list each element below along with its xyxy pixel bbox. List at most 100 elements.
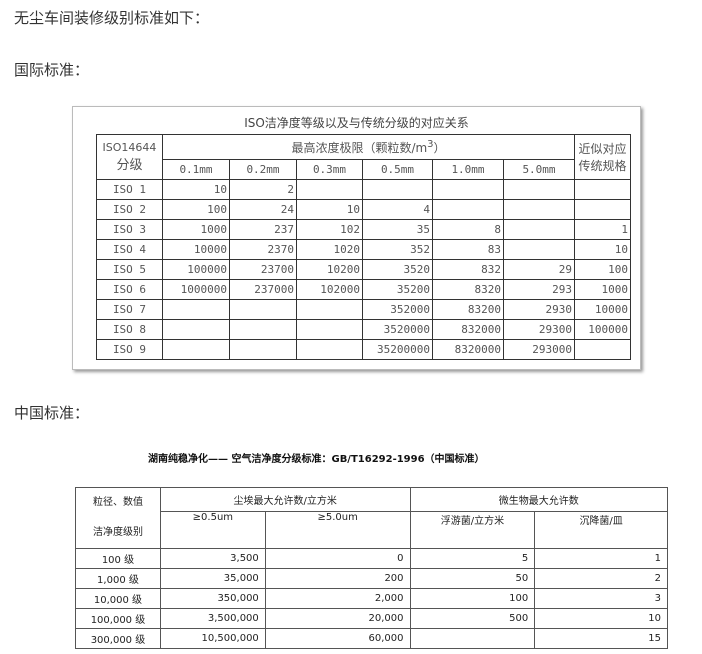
- table-cell: [574, 199, 631, 220]
- table-row: ISO 5 100000 23700 10200 3520 832 29 100: [96, 259, 631, 280]
- table-cell: 8320: [432, 279, 504, 300]
- header-size: 0.3mm: [296, 159, 363, 180]
- row-label: ISO 8: [96, 319, 163, 340]
- table-cell: 2: [534, 568, 668, 589]
- table-cell: [503, 179, 575, 200]
- table-cell: 10000: [574, 299, 631, 320]
- table-cell: 10: [296, 199, 363, 220]
- header-size: 5.0mm: [503, 159, 575, 180]
- table-cell: 500: [409, 608, 536, 629]
- table-row: 300,000 级 10,500,000 60,000 15: [75, 628, 668, 649]
- header-size: 1.0mm: [432, 159, 504, 180]
- intl-heading: 国际标准：: [14, 61, 90, 79]
- table-cell: 2930: [503, 299, 575, 320]
- table-cell: [296, 339, 363, 360]
- table-cell: 10: [574, 239, 631, 260]
- row-label: 100,000 级: [75, 608, 161, 629]
- table-cell: 20,000: [264, 608, 411, 629]
- table-cell: [574, 339, 631, 360]
- table-cell: 1: [574, 219, 631, 240]
- header-sub: 浮游菌/立方米: [409, 510, 536, 550]
- gb-table-title: 湖南纯稳净化—— 空气洁净度分级标准：GB/T16292-1996（中国标准）: [148, 454, 485, 465]
- table-cell: [162, 319, 230, 340]
- table-cell: 293: [503, 279, 575, 300]
- table-cell: 5: [409, 548, 536, 569]
- table-cell: [503, 199, 575, 220]
- table-cell: 832: [432, 259, 504, 280]
- table-row: ISO 7 352000 83200 2930 10000: [96, 299, 631, 320]
- header-iso-class: ISO14644 分级: [96, 134, 163, 180]
- table-cell: 83200: [432, 299, 504, 320]
- row-label: 10,000 级: [75, 588, 161, 609]
- header-corner: 粒径、数值 洁净度级别: [75, 487, 161, 549]
- table-cell: 10200: [296, 259, 363, 280]
- row-label: ISO 4: [96, 239, 163, 260]
- table-cell: 1000: [162, 219, 230, 240]
- table-cell: 4: [362, 199, 433, 220]
- row-label: 300,000 级: [75, 628, 161, 649]
- header-traditional: 近似对应 传统规格: [574, 134, 631, 180]
- table-cell: 350,000: [159, 588, 266, 609]
- table-row: 100,000 级 3,500,000 20,000 500 10: [75, 608, 668, 629]
- table-cell: 10,500,000: [159, 628, 266, 649]
- table-row: 10,000 级 350,000 2,000 100 3: [75, 588, 668, 609]
- table-cell: [229, 339, 297, 360]
- row-label: ISO 6: [96, 279, 163, 300]
- table-cell: [503, 239, 575, 260]
- table-row: ISO 6 1000000 237000 102000 35200 8320 293 1000: [96, 279, 631, 300]
- table-cell: 1000: [574, 279, 631, 300]
- table-cell: 24: [229, 199, 297, 220]
- header-concentration: 最高浓度极限（颗粒数/m3）: [162, 134, 575, 160]
- table-cell: 102: [296, 219, 363, 240]
- table-cell: [432, 179, 504, 200]
- table-cell: 352: [362, 239, 433, 260]
- row-label: ISO 5: [96, 259, 163, 280]
- header-sub: ≥0.5um: [159, 510, 266, 550]
- table-cell: 8320000: [432, 339, 504, 360]
- table-cell: 3520000: [362, 319, 433, 340]
- table-cell: [409, 628, 536, 649]
- table-cell: 15: [534, 628, 668, 649]
- table-cell: 200: [264, 568, 411, 589]
- table-cell: 832000: [432, 319, 504, 340]
- header-sub: 沉降菌/皿: [534, 510, 668, 550]
- table-cell: 100: [574, 259, 631, 280]
- table-cell: 3,500,000: [159, 608, 266, 629]
- table-cell: 3520: [362, 259, 433, 280]
- table-cell: 1: [534, 548, 668, 569]
- table-cell: [296, 299, 363, 320]
- table-cell: 1000000: [162, 279, 230, 300]
- gb-table: 粒径、数值 洁净度级别 尘埃最大允许数/立方米 微生物最大允许数 ≥0.5um ≥5…: [75, 487, 669, 649]
- cn-heading: 中国标准：: [14, 404, 90, 422]
- table-cell: 35200: [362, 279, 433, 300]
- header-micro: 微生物最大允许数: [409, 487, 669, 512]
- table-cell: 50: [409, 568, 536, 589]
- table-row: ISO 4 10000 2370 1020 352 83 10: [96, 239, 631, 260]
- row-label: ISO 1: [96, 179, 163, 200]
- table-cell: 3,500: [159, 548, 266, 569]
- table-row: 100 级 3,500 0 5 1: [75, 548, 668, 569]
- row-label: 1,000 级: [75, 568, 161, 589]
- header-size: 0.5mm: [362, 159, 433, 180]
- table-cell: 352000: [362, 299, 433, 320]
- row-label: 100 级: [75, 548, 161, 569]
- table-cell: 10: [534, 608, 668, 629]
- header-sub: ≥5.0um: [264, 510, 411, 550]
- table-cell: 100: [162, 199, 230, 220]
- row-label: ISO 3: [96, 219, 163, 240]
- table-cell: [229, 319, 297, 340]
- table-cell: [229, 299, 297, 320]
- table-cell: 8: [432, 219, 504, 240]
- table-cell: 2: [229, 179, 297, 200]
- table-cell: 23700: [229, 259, 297, 280]
- table-cell: 2,000: [264, 588, 411, 609]
- table-cell: 293000: [503, 339, 575, 360]
- table-cell: 100: [409, 588, 536, 609]
- table-cell: 35,000: [159, 568, 266, 589]
- table-row: ISO 2 100 24 10 4: [96, 199, 631, 220]
- header-size: 0.2mm: [229, 159, 297, 180]
- table-cell: [503, 219, 575, 240]
- table-cell: 237000: [229, 279, 297, 300]
- table-row: ISO 8 3520000 832000 29300 100000: [96, 319, 631, 340]
- table-cell: [432, 199, 504, 220]
